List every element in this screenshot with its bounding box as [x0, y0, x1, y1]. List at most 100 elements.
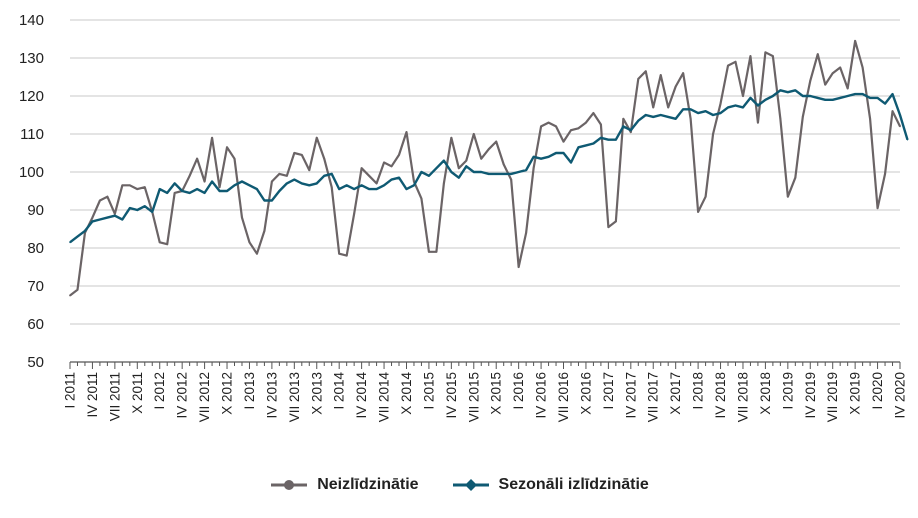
x-tick-label: VII 2014 [377, 372, 392, 423]
data-point [248, 241, 251, 244]
legend-label-unadjusted: Neizlīdzinātie [317, 476, 419, 493]
x-tick-label: X 2016 [578, 372, 593, 415]
data-point [308, 184, 311, 187]
data-point [869, 97, 871, 99]
data-point [517, 266, 520, 268]
data-point [480, 157, 483, 160]
data-point [577, 127, 580, 130]
data-point [69, 241, 71, 244]
data-point [891, 93, 894, 95]
data-point [457, 176, 460, 179]
data-point [338, 188, 341, 190]
x-tick-label: X 2018 [758, 372, 773, 415]
x-tick-label: I 2014 [332, 372, 347, 410]
data-point [540, 125, 542, 128]
x-tick-label: I 2013 [242, 372, 257, 410]
data-point [383, 184, 385, 187]
data-point [510, 178, 513, 181]
data-point [390, 165, 393, 168]
data-point [457, 167, 460, 170]
data-point [166, 243, 169, 246]
data-point [248, 184, 251, 187]
data-point [121, 184, 124, 187]
x-axis: I 2011 IV 2011 VII 2011 X 2011 I 2012 IV 2012… [63, 361, 908, 423]
data-point [300, 182, 303, 185]
data-point [659, 74, 662, 76]
data-point [816, 97, 819, 99]
data-point [487, 148, 490, 151]
data-point [173, 182, 176, 185]
data-point [779, 89, 782, 92]
data-point [128, 207, 131, 209]
data-point [113, 214, 116, 217]
data-point [682, 72, 685, 75]
data-point [652, 106, 655, 109]
data-point [794, 89, 797, 92]
data-point [143, 186, 146, 189]
data-point [472, 171, 475, 173]
data-point [315, 136, 318, 139]
data-point [570, 129, 572, 132]
y-tick-label: 140 [19, 12, 44, 29]
data-point [704, 195, 707, 198]
data-point [338, 252, 341, 255]
data-point [757, 121, 759, 124]
legend-swatch-unadjusted [271, 480, 308, 490]
data-point [547, 155, 550, 158]
data-point [218, 190, 221, 192]
x-tick-label: VII 2011 [107, 372, 122, 421]
x-tick-label: X 2013 [309, 372, 324, 415]
data-point [764, 51, 767, 54]
data-point [854, 40, 857, 42]
series-line [69, 89, 909, 244]
data-point [413, 180, 415, 183]
data-point [323, 157, 326, 160]
data-point [69, 294, 71, 297]
data-point [816, 53, 819, 56]
data-point [644, 70, 647, 73]
data-point [525, 231, 528, 234]
data-point [203, 180, 206, 183]
data-point [360, 167, 363, 170]
data-point [876, 97, 879, 99]
data-point [899, 114, 901, 116]
data-point [188, 174, 191, 177]
data-point [502, 163, 505, 166]
data-point [270, 180, 273, 183]
data-point [465, 159, 468, 162]
data-point [824, 83, 827, 86]
data-point [91, 220, 94, 223]
data-point [555, 152, 557, 154]
data-point [742, 106, 744, 109]
data-point [211, 180, 213, 183]
data-point [846, 95, 849, 97]
data-point [517, 171, 520, 173]
data-point [405, 188, 408, 190]
data-point [652, 116, 655, 118]
data-point [166, 192, 169, 194]
y-tick-label: 110 [20, 126, 44, 143]
data-point [405, 131, 408, 134]
data-point [368, 174, 370, 177]
data-point [413, 184, 415, 187]
data-point [435, 167, 438, 170]
data-point [211, 136, 213, 139]
data-point [891, 110, 894, 113]
data-point [158, 241, 161, 244]
data-point [570, 161, 572, 164]
data-point [106, 195, 109, 198]
data-point [629, 129, 632, 132]
data-point [368, 188, 370, 190]
series-line [69, 39, 901, 297]
x-tick-label: X 2015 [489, 372, 504, 415]
data-point [263, 230, 266, 232]
y-tick-label: 130 [19, 50, 44, 67]
data-point [323, 174, 326, 177]
data-point [906, 138, 909, 141]
data-point [704, 110, 707, 113]
data-point [532, 155, 535, 158]
x-tick-label: VII 2015 [466, 372, 481, 422]
data-point [285, 182, 288, 185]
data-point [330, 173, 333, 175]
data-point [727, 106, 729, 109]
